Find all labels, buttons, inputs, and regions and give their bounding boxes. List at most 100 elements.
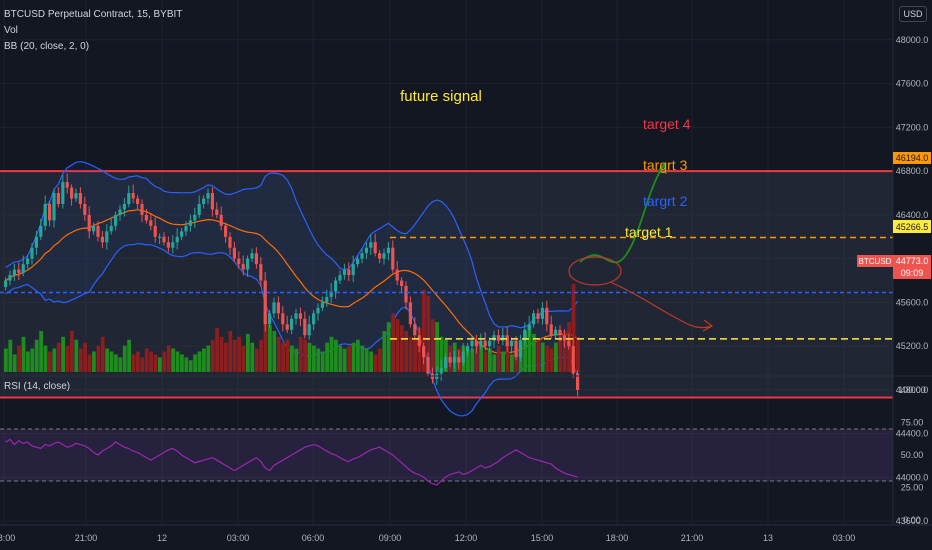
volume-bar: [263, 307, 268, 372]
time-tick-label: 03:00: [833, 533, 856, 543]
volume-bar: [136, 351, 140, 372]
candle-body: [439, 368, 443, 374]
volume-bar: [439, 336, 444, 372]
annotations: future signal target 4 targrt 3 targrt 2…: [400, 88, 691, 240]
volume-bar: [144, 348, 149, 372]
volume-bar: [8, 339, 13, 372]
rsi-tick-label: 25.00: [901, 483, 924, 493]
volume-bar: [496, 345, 501, 372]
volume-bar: [127, 339, 131, 372]
volume-bar: [74, 339, 79, 372]
currency-badge[interactable]: USD: [899, 6, 927, 22]
candlesticks[interactable]: [4, 173, 580, 396]
candle-body: [400, 280, 404, 286]
volume-legend[interactable]: Vol: [4, 25, 18, 36]
volume-bar: [118, 357, 123, 372]
candle-body: [378, 253, 382, 259]
candle-body: [52, 193, 56, 221]
target1-price-tag: 45266.5: [896, 222, 929, 232]
volume-bar: [527, 325, 532, 372]
candle-body: [479, 340, 483, 347]
current-price-tag: 44773.0: [896, 256, 929, 266]
volume-bar: [241, 345, 246, 372]
volume-bar: [400, 325, 404, 372]
price-tick-label: 48000.0: [896, 35, 929, 45]
volume-bar: [114, 354, 118, 372]
volume-bar: [250, 342, 255, 372]
target-levels: [0, 236, 893, 340]
candle-body: [457, 357, 461, 363]
candle-body: [122, 203, 126, 210]
time-tick-label: 15:00: [531, 533, 554, 543]
volume-bar: [369, 351, 373, 372]
bb-legend[interactable]: BB (20, close, 2, 0): [4, 41, 90, 52]
candle-body: [386, 247, 390, 254]
candle-body: [188, 220, 192, 226]
volume-bar: [285, 339, 290, 372]
volume-bar: [215, 328, 219, 372]
user-drawings[interactable]: [568, 161, 714, 332]
candle-body: [571, 346, 575, 374]
candle-body: [527, 324, 531, 330]
volume-bar: [61, 336, 65, 372]
candle-body: [78, 193, 82, 204]
volume-bar: [408, 336, 413, 372]
rsi-band: [0, 429, 893, 481]
candle-body: [391, 247, 395, 270]
candle-body: [492, 335, 496, 341]
candle-body: [426, 357, 430, 374]
candle-body: [329, 291, 333, 297]
volume-bar: [122, 345, 127, 372]
volume-bar: [430, 319, 435, 372]
rsi-legend[interactable]: RSI (14, close): [4, 381, 71, 392]
time-tick-label: 13: [763, 533, 773, 543]
projection-green-arrowhead: [657, 161, 667, 175]
volume-bar: [52, 348, 57, 372]
price-tick-label: 43600.0: [896, 516, 929, 526]
price-tags: 46194.0 45266.5 BTCUSD 44773.0 09:09: [857, 152, 931, 279]
bb-upper-line: [5, 161, 579, 329]
time-tick-label: 12:00: [455, 533, 478, 543]
target1-price-tag-bg: [893, 220, 931, 233]
price-tick-label: 45200.0: [896, 341, 929, 351]
candle-body: [496, 335, 500, 341]
volume-bar: [312, 345, 316, 372]
volume-bar: [470, 348, 475, 372]
candle-body: [39, 225, 43, 237]
volume-bar: [180, 354, 184, 372]
volume-bar: [268, 325, 272, 372]
candle-body: [303, 318, 307, 336]
volume-bar: [184, 357, 189, 372]
current-symbol-tag-bg: [857, 255, 893, 267]
candle-body: [21, 264, 25, 273]
price-tick-label: 46400.0: [896, 210, 929, 220]
volume-bar: [501, 351, 505, 372]
current-price-circle: [568, 256, 622, 286]
candle-body: [422, 346, 426, 358]
volume-bar: [26, 351, 30, 372]
rsi-tick-label: 75.00: [901, 418, 924, 428]
volume-bar: [342, 348, 347, 372]
volume-bar: [364, 348, 369, 372]
volume-bar: [21, 336, 26, 372]
symbol-legend[interactable]: BTCUSD Perpetual Contract, 15, BYBIT: [4, 9, 183, 20]
candle-body: [193, 214, 197, 221]
candle-body: [285, 324, 289, 330]
volume-bar: [523, 330, 527, 372]
price-tick-label: 46800.0: [896, 166, 929, 176]
candle-body: [17, 269, 21, 273]
time-tick-label: 06:00: [302, 533, 325, 543]
candle-body: [369, 242, 373, 248]
price-tick-label: 47600.0: [896, 79, 929, 89]
candle-body: [96, 225, 100, 237]
candle-body: [518, 340, 522, 358]
volume-bar: [197, 351, 202, 372]
volume-bar: [87, 354, 92, 372]
candle-body: [523, 329, 527, 341]
candle-body: [325, 296, 329, 303]
rsi-pane: [0, 375, 932, 486]
volume-bar: [404, 330, 409, 372]
candle-body: [307, 324, 311, 336]
volume-bar: [228, 330, 233, 372]
